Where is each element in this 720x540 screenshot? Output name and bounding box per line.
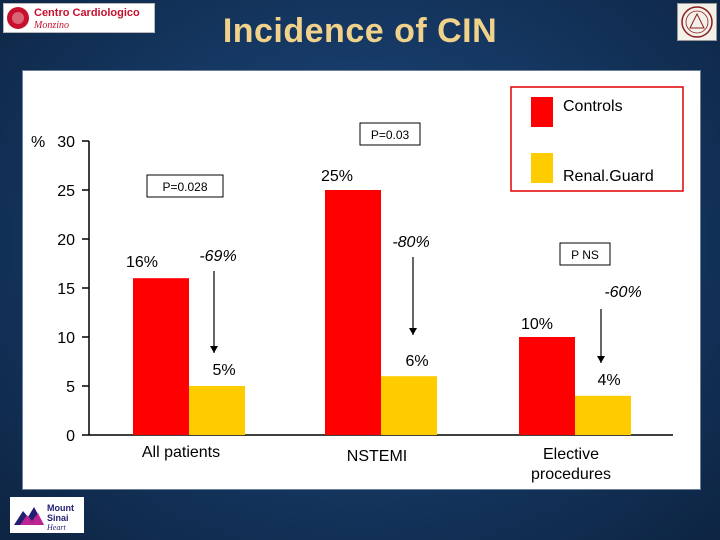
bar-renalguard — [189, 386, 245, 435]
y-tick-label: 20 — [57, 232, 75, 249]
mount-sinai-graphic: Mount Sinai Heart — [14, 503, 74, 532]
data-label: 4% — [597, 372, 620, 389]
logo-graphic: Centro Cardiologico Monzino — [7, 7, 140, 31]
logo-bottom-line2: Sinai — [47, 513, 69, 523]
bar-controls — [519, 337, 575, 435]
arrow-head — [210, 346, 218, 353]
slide-title: Incidence of CIN — [222, 12, 498, 50]
category-label: NSTEMI — [347, 448, 407, 465]
logo-left-line1: Centro Cardiologico — [34, 7, 140, 19]
p-value-box — [359, 122, 421, 146]
p-value-label: P=0.028 — [162, 180, 207, 194]
p-value-box — [559, 242, 611, 266]
data-label: 25% — [321, 168, 353, 185]
bar-controls — [325, 190, 381, 435]
y-tick-label: 5 — [66, 379, 75, 396]
arrow-head — [409, 328, 417, 335]
legend-label: Controls — [563, 98, 623, 115]
bar-renalguard — [575, 395, 631, 435]
percent-change-label: -80% — [392, 234, 429, 251]
category-label: Elective — [543, 446, 599, 463]
bar-chart: 0 5 10 15 20 25 30% 16% 25% 10% 5% 6% 4% All patients… — [31, 86, 684, 483]
y-tick-label: 15 — [57, 281, 75, 298]
logo-bottom-line3: Heart — [46, 523, 66, 532]
p-value-box — [146, 174, 224, 198]
arrow-head — [597, 356, 605, 363]
y-tick-label: 25 — [57, 183, 75, 200]
centro-cardiologico-logo: Centro Cardiologico Monzino — [3, 3, 155, 33]
data-label: 5% — [212, 362, 235, 379]
bar-controls — [133, 278, 189, 435]
logo-heart-mark — [7, 7, 29, 29]
logo-heart-highlight — [12, 12, 24, 24]
legend-label: Renal.Guard — [563, 168, 654, 185]
seal-graphic — [681, 6, 713, 38]
legend-swatch-renalguard — [531, 153, 553, 183]
percent-change-label: -69% — [199, 248, 236, 265]
legend-swatch-controls — [531, 97, 553, 127]
y-tick-label: 10 — [57, 330, 75, 347]
data-label: 16% — [126, 254, 158, 271]
logo-left-line2: Monzino — [33, 20, 69, 31]
y-axis-label: % — [31, 134, 45, 151]
data-label: 10% — [521, 316, 553, 333]
logo-bottom-line1: Mount — [47, 503, 74, 513]
category-label: All patients — [142, 444, 220, 461]
mount-sinai-logo: Mount Sinai Heart — [10, 497, 84, 533]
chart-panel: 0 5 10 15 20 25 30% 16% 25% 10% 5% 6% 4% All patients… — [22, 70, 701, 490]
data-label: 6% — [405, 353, 428, 370]
p-value-label: P=0.03 — [371, 128, 410, 142]
y-tick-label: 0 — [66, 428, 75, 445]
university-seal-logo — [677, 3, 717, 41]
p-value-label: P NS — [571, 248, 599, 262]
y-tick-label: 30 — [57, 134, 75, 151]
bar-renalguard — [381, 376, 437, 435]
percent-change-label: -60% — [604, 284, 641, 301]
category-label: procedures — [531, 466, 611, 483]
